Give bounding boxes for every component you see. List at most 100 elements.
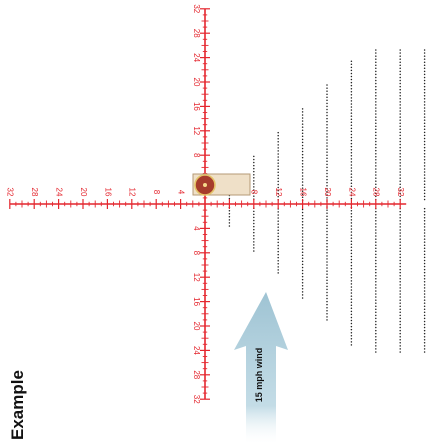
holdover-dot (326, 255, 328, 257)
holdover-dot (375, 318, 377, 320)
holdover-dot (351, 317, 353, 319)
holdover-dot (326, 212, 328, 214)
holdover-dot (351, 244, 353, 246)
holdover-dot (424, 229, 426, 231)
holdover-dot (375, 302, 377, 304)
holdover-dot (424, 171, 426, 173)
holdover-dot (424, 223, 426, 225)
holdover-dot (375, 92, 377, 94)
holdover-dot (375, 287, 377, 289)
holdover-dot (351, 137, 353, 139)
holdover-dot (277, 269, 279, 271)
holdover-dot (424, 333, 426, 335)
holdover-dot (351, 320, 353, 322)
holdover-dot (399, 89, 401, 91)
holdover-dot (399, 211, 401, 213)
holdover-dot (351, 250, 353, 252)
holdover-dot (326, 243, 328, 245)
holdover-dot (424, 217, 426, 219)
holdover-dot (326, 231, 328, 233)
holdover-dot (253, 238, 255, 240)
holdover-dot (424, 132, 426, 134)
holdover-dot (375, 168, 377, 170)
holdover-dot (424, 80, 426, 82)
holdover-dot (375, 107, 377, 109)
holdover-dot (375, 74, 377, 76)
holdover-dot (302, 114, 304, 116)
holdover-dot (424, 211, 426, 213)
holdover-dot (424, 193, 426, 195)
holdover-dot (351, 103, 353, 105)
holdover-dot (424, 65, 426, 67)
holdover-dot (277, 153, 279, 155)
holdover-dot (351, 149, 353, 151)
holdover-dot (351, 112, 353, 114)
holdover-dot (351, 301, 353, 303)
holdover-dot (424, 214, 426, 216)
vertical-label-down: 24 (192, 346, 201, 355)
holdover-dot (326, 133, 328, 135)
holdover-dot (253, 183, 255, 185)
holdover-dot (399, 229, 401, 231)
holdover-dot (399, 248, 401, 250)
holdover-dot (302, 276, 304, 278)
holdover-dot (351, 338, 353, 340)
holdover-dot (326, 179, 328, 181)
holdover-dot (399, 269, 401, 271)
holdover-dot (399, 52, 401, 54)
holdover-dot (399, 153, 401, 155)
target-center-dot (203, 183, 207, 187)
holdover-dot (326, 130, 328, 132)
holdover-dot (399, 324, 401, 326)
holdover-dot (302, 197, 304, 199)
holdover-dot (302, 126, 304, 128)
holdover-dot (399, 122, 401, 124)
holdover-dot (399, 244, 401, 246)
holdover-dot (277, 260, 279, 262)
holdover-dot (399, 287, 401, 289)
holdover-dot (351, 213, 353, 215)
holdover-dot (399, 104, 401, 106)
holdover-dot (326, 185, 328, 187)
holdover-dot (351, 283, 353, 285)
holdover-dot (326, 148, 328, 150)
holdover-dot (375, 65, 377, 67)
holdover-dot (375, 305, 377, 307)
holdover-dot (302, 258, 304, 260)
holdover-dot (326, 234, 328, 236)
horizontal-label-right: 12 (274, 188, 283, 197)
holdover-dot (375, 229, 377, 231)
holdover-dot (424, 327, 426, 329)
holdover-dot (302, 215, 304, 217)
holdover-dot (277, 135, 279, 137)
holdover-dot (326, 173, 328, 175)
holdover-dot (302, 123, 304, 125)
reticle-crosshair: 32 28 24 20 16 12 8 4 4 8 12 16 20 24 28 32 32 28 24 20 16 12… (6, 4, 407, 404)
holdover-dot (424, 281, 426, 283)
holdover-dot (351, 167, 353, 169)
holdover-dot (351, 240, 353, 242)
vertical-label-down: 32 (192, 395, 201, 404)
holdover-dot (375, 336, 377, 338)
holdover-dot (351, 308, 353, 310)
holdover-dot (277, 138, 279, 140)
holdover-dot (326, 197, 328, 199)
holdover-dot (375, 284, 377, 286)
holdover-dot (253, 217, 255, 219)
holdover-dot (302, 148, 304, 150)
horizontal-label-left: 24 (54, 188, 63, 197)
holdover-dot (351, 128, 353, 130)
holdover-dot (326, 222, 328, 224)
holdover-dot (277, 223, 279, 225)
holdover-dot (375, 226, 377, 228)
holdover-dot (326, 90, 328, 92)
holdover-dot (302, 218, 304, 220)
horizontal-label-right: 20 (323, 188, 332, 197)
holdover-dot (399, 113, 401, 115)
holdover-dot (326, 84, 328, 86)
holdover-dot (302, 273, 304, 275)
holdover-dot (351, 219, 353, 221)
holdover-dot (302, 288, 304, 290)
holdover-dot (351, 280, 353, 282)
holdover-dot (253, 235, 255, 237)
